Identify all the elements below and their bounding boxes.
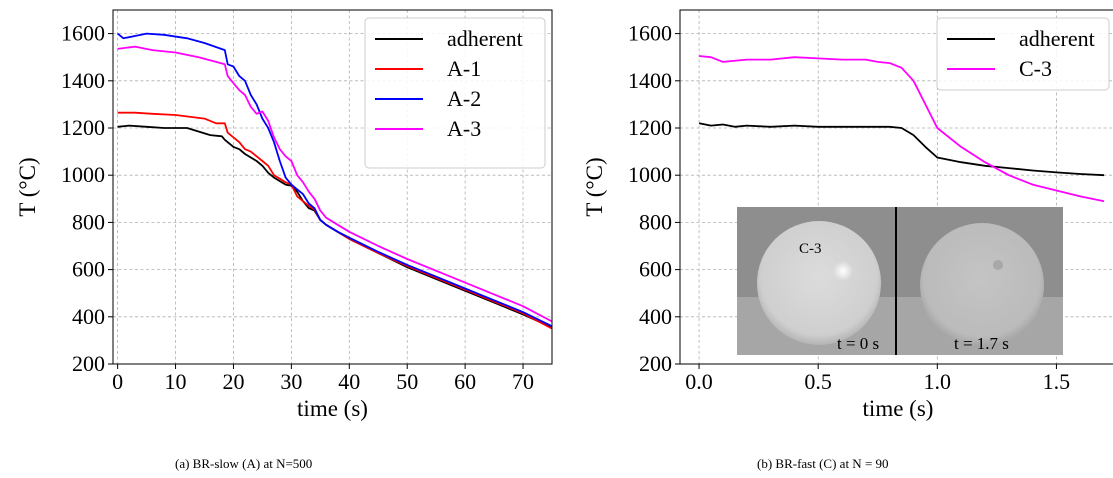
x-axis-label: time (s) bbox=[863, 396, 934, 421]
inset-label-t1: t = 1.7 s bbox=[954, 334, 1009, 353]
series-group bbox=[117, 32, 552, 330]
y-tick-label: 1000 bbox=[61, 162, 105, 187]
legend-box bbox=[936, 17, 1110, 91]
sample-sphere-cooled bbox=[920, 223, 1044, 347]
legend-box bbox=[364, 17, 546, 169]
legend-label: A-3 bbox=[447, 116, 481, 141]
chart-a: 0 10 20 30 40 50 60 70 200 400 600 800 1000 1200 1400 1… bbox=[15, 9, 553, 421]
legend-label: A-1 bbox=[447, 56, 481, 81]
x-tick-label: 70 bbox=[512, 369, 534, 394]
y-tick-label: 1600 bbox=[628, 21, 672, 46]
y-tick-label: 1200 bbox=[628, 115, 672, 140]
inset-photo: C-3 t = 0 s t = 1.7 s bbox=[737, 207, 1063, 355]
y-tick-label: 1400 bbox=[61, 68, 105, 93]
y-tick-label: 1200 bbox=[61, 115, 105, 140]
x-tick-label: 20 bbox=[222, 369, 244, 394]
legend-label: adherent bbox=[447, 26, 523, 51]
y-tick-label: 1000 bbox=[628, 162, 672, 187]
x-tick-label: 40 bbox=[338, 369, 360, 394]
legend-label: A-2 bbox=[447, 86, 481, 111]
series-line-a-3 bbox=[117, 45, 552, 323]
x-tick-label: 0 bbox=[112, 369, 123, 394]
x-tick-label: 10 bbox=[165, 369, 187, 394]
y-tick-label: 800 bbox=[639, 209, 672, 234]
y-tick-label: 800 bbox=[72, 209, 105, 234]
x-tick-label: 0.5 bbox=[804, 369, 832, 394]
y-axis-label: T (°C) bbox=[582, 157, 607, 216]
y-tick-label: 200 bbox=[72, 351, 105, 376]
chart-b: 0.0 0.5 1.0 1.5 200 400 600 800 1000 1200 1400 1600… bbox=[582, 9, 1113, 421]
series-line-c-3 bbox=[699, 55, 1105, 203]
y-axis-label: T (°C) bbox=[15, 157, 40, 216]
inset-label-sample: C-3 bbox=[799, 241, 822, 257]
legend-label: adherent bbox=[1019, 26, 1095, 51]
plot-frame bbox=[112, 9, 553, 365]
series-line-a-2 bbox=[117, 32, 552, 328]
hot-spot bbox=[833, 261, 853, 281]
series-line-adherent bbox=[698, 122, 1105, 177]
y-tick-label: 400 bbox=[639, 304, 672, 329]
x-tick-label: 1.5 bbox=[1043, 369, 1071, 394]
sample-sphere-hot bbox=[757, 221, 881, 345]
legend: adherent A-1 A-2 A-3 bbox=[364, 17, 546, 169]
caption-b: (b) BR-fast (C) at N = 90 bbox=[757, 456, 889, 471]
series-group bbox=[698, 55, 1105, 203]
x-tick-label: 30 bbox=[280, 369, 302, 394]
legend-label: C-3 bbox=[1019, 56, 1052, 81]
x-axis-label: time (s) bbox=[297, 396, 368, 421]
dark-spot bbox=[993, 260, 1003, 270]
plot-frame bbox=[679, 9, 1113, 365]
x-tick-label: 0.0 bbox=[685, 369, 713, 394]
x-tick-label: 60 bbox=[454, 369, 476, 394]
y-tick-label: 200 bbox=[639, 351, 672, 376]
y-tick-label: 1600 bbox=[61, 21, 105, 46]
inset-label-t0: t = 0 s bbox=[837, 334, 879, 353]
x-tick-label: 1.0 bbox=[924, 369, 952, 394]
x-tick-label: 50 bbox=[396, 369, 418, 394]
y-tick-label: 600 bbox=[639, 257, 672, 282]
caption-a: (a) BR-slow (A) at N=500 bbox=[175, 456, 313, 471]
y-tick-label: 1400 bbox=[628, 68, 672, 93]
y-tick-label: 400 bbox=[72, 304, 105, 329]
series-line-a-1 bbox=[117, 111, 552, 330]
y-tick-label: 600 bbox=[72, 257, 105, 282]
legend: adherent C-3 bbox=[936, 17, 1110, 91]
